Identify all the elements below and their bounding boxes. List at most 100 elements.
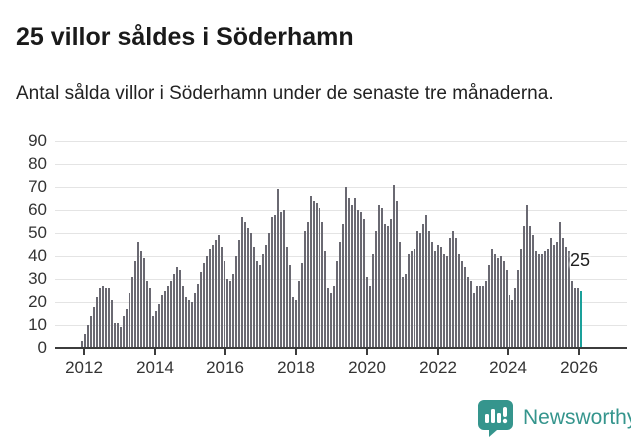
bar bbox=[499, 256, 502, 348]
bar bbox=[511, 300, 514, 348]
bar bbox=[573, 288, 576, 348]
bar-chart-speech-bubble-icon bbox=[477, 399, 514, 437]
bar bbox=[271, 217, 273, 348]
gridline bbox=[55, 210, 627, 211]
bar bbox=[262, 254, 265, 348]
bar bbox=[493, 254, 496, 348]
bar bbox=[285, 247, 288, 348]
bar bbox=[241, 217, 244, 348]
bar bbox=[357, 210, 360, 348]
brand-name: Newsworthy bbox=[523, 406, 631, 429]
bar bbox=[113, 323, 116, 348]
gridline bbox=[55, 233, 627, 234]
bar bbox=[81, 341, 83, 348]
bar bbox=[181, 286, 184, 348]
bar bbox=[167, 286, 170, 348]
bar bbox=[89, 316, 92, 348]
x-tick-label: 2022 bbox=[419, 358, 457, 377]
bar bbox=[256, 261, 259, 348]
x-tick-mark bbox=[366, 349, 368, 355]
y-tick-label: 30 bbox=[28, 269, 47, 288]
bar bbox=[95, 297, 98, 348]
bar bbox=[300, 263, 303, 348]
bar bbox=[380, 208, 383, 348]
x-tick-label: 2024 bbox=[489, 358, 527, 377]
x-tick-mark bbox=[83, 349, 85, 355]
bar bbox=[336, 261, 339, 348]
bar bbox=[419, 233, 422, 348]
bar bbox=[143, 258, 146, 348]
bar bbox=[282, 210, 285, 348]
y-tick-label: 10 bbox=[28, 315, 47, 334]
bar bbox=[327, 288, 330, 348]
bar bbox=[229, 281, 232, 348]
bar bbox=[176, 267, 178, 348]
bar bbox=[217, 235, 220, 348]
bar bbox=[279, 212, 282, 348]
x-tick-label: 2012 bbox=[65, 358, 103, 377]
bar bbox=[122, 316, 125, 348]
bar bbox=[538, 254, 541, 348]
bar bbox=[377, 205, 380, 348]
bar bbox=[532, 235, 535, 348]
x-tick-mark bbox=[295, 349, 297, 355]
bar bbox=[116, 323, 119, 348]
bar bbox=[383, 224, 386, 348]
bar bbox=[366, 277, 368, 348]
bar bbox=[110, 300, 113, 348]
bar bbox=[155, 311, 158, 348]
x-tick-mark bbox=[224, 349, 226, 355]
bar bbox=[472, 293, 475, 348]
bar bbox=[490, 249, 493, 348]
newsworthy-logo-link[interactable]: Newsworthy bbox=[477, 399, 631, 437]
bar bbox=[526, 205, 529, 348]
x-tick-mark bbox=[437, 349, 439, 355]
bar bbox=[125, 309, 128, 348]
bar bbox=[134, 261, 137, 348]
bar bbox=[567, 251, 570, 348]
bar bbox=[288, 265, 291, 348]
bar bbox=[128, 293, 131, 348]
bar bbox=[291, 297, 294, 348]
gridline bbox=[55, 141, 627, 142]
bar bbox=[223, 261, 226, 348]
bar bbox=[570, 281, 573, 348]
x-tick-label: 2020 bbox=[348, 358, 386, 377]
x-tick-label: 2014 bbox=[136, 358, 174, 377]
bar bbox=[193, 293, 196, 348]
bar bbox=[576, 288, 579, 348]
bar bbox=[422, 224, 425, 348]
y-tick-label: 60 bbox=[28, 200, 47, 219]
bar bbox=[556, 242, 558, 348]
bar bbox=[333, 286, 336, 348]
highlighted-bar bbox=[579, 291, 582, 348]
bar bbox=[244, 222, 247, 348]
bar bbox=[455, 238, 458, 348]
x-tick-mark bbox=[154, 349, 156, 355]
bar bbox=[564, 247, 567, 348]
bar bbox=[259, 265, 262, 348]
bar bbox=[86, 325, 89, 348]
bar bbox=[208, 249, 211, 348]
bar bbox=[235, 256, 238, 348]
bar bbox=[523, 226, 526, 348]
bar bbox=[146, 281, 149, 348]
bar bbox=[137, 242, 140, 348]
bar bbox=[434, 251, 437, 348]
bar bbox=[312, 201, 315, 348]
bar bbox=[196, 284, 199, 348]
bar bbox=[416, 231, 419, 348]
bar bbox=[487, 265, 490, 348]
bar bbox=[303, 231, 306, 348]
bar bbox=[371, 254, 374, 348]
bar bbox=[232, 274, 235, 348]
bar bbox=[561, 238, 564, 348]
bar bbox=[354, 198, 357, 348]
bar bbox=[315, 203, 318, 348]
y-tick-label: 80 bbox=[28, 154, 47, 173]
bar bbox=[407, 254, 410, 348]
chart-subtitle: Antal sålda villor i Söderhamn under de … bbox=[16, 83, 554, 104]
bar bbox=[306, 222, 309, 348]
bar bbox=[410, 251, 413, 348]
